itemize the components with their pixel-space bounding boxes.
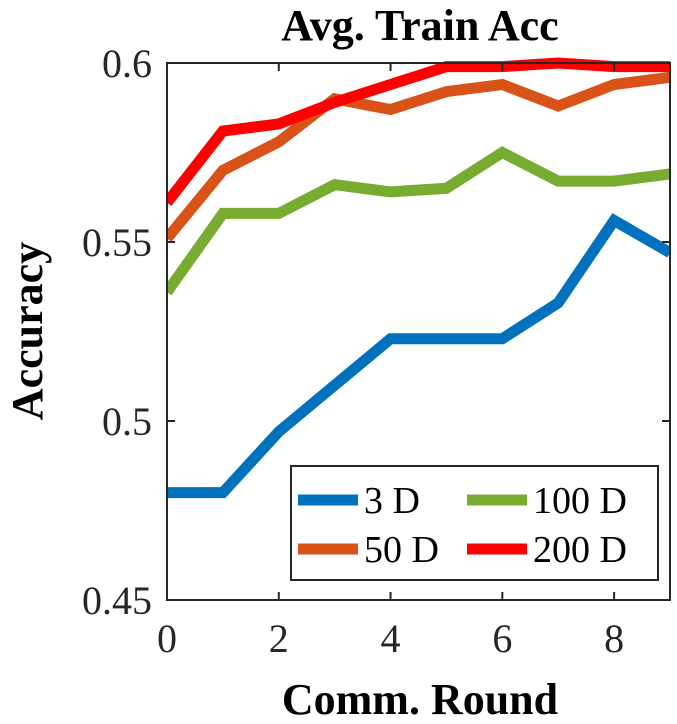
legend-label-3-d: 3 D	[364, 480, 420, 522]
legend-label-100-d: 100 D	[533, 480, 627, 522]
y-tick-label: 0.45	[82, 578, 152, 623]
series-line-200-d	[167, 57, 670, 206]
x-tick-label: 6	[492, 616, 512, 661]
plot-frame	[166, 62, 671, 601]
ticks-layer: 0 2 4 6 8 0.45 0.5 0.55 0.6	[82, 41, 670, 661]
x-axis-label: Comm. Round	[282, 675, 558, 724]
y-tick-label: 0.5	[102, 399, 152, 444]
x-tick-label: 2	[269, 616, 289, 661]
y-tick-label: 0.55	[82, 220, 152, 265]
legend-box	[290, 465, 659, 581]
series-line-100-d	[167, 146, 670, 296]
legend-label-200-d: 200 D	[533, 529, 627, 571]
series-line-3-d	[167, 213, 670, 499]
y-tick-label: 0.6	[102, 41, 152, 86]
chart-title: Avg. Train Acc	[281, 1, 558, 50]
legend: 3 D 100 D 50 D 200 D	[290, 465, 659, 581]
x-tick-label: 4	[381, 616, 401, 661]
series-line-50-d	[167, 71, 670, 242]
legend-label-50-d: 50 D	[364, 529, 439, 571]
x-tick-label: 0	[157, 616, 177, 661]
y-axis-label: Accuracy	[3, 242, 52, 420]
series-layer	[167, 57, 670, 499]
x-tick-label: 8	[604, 616, 624, 661]
